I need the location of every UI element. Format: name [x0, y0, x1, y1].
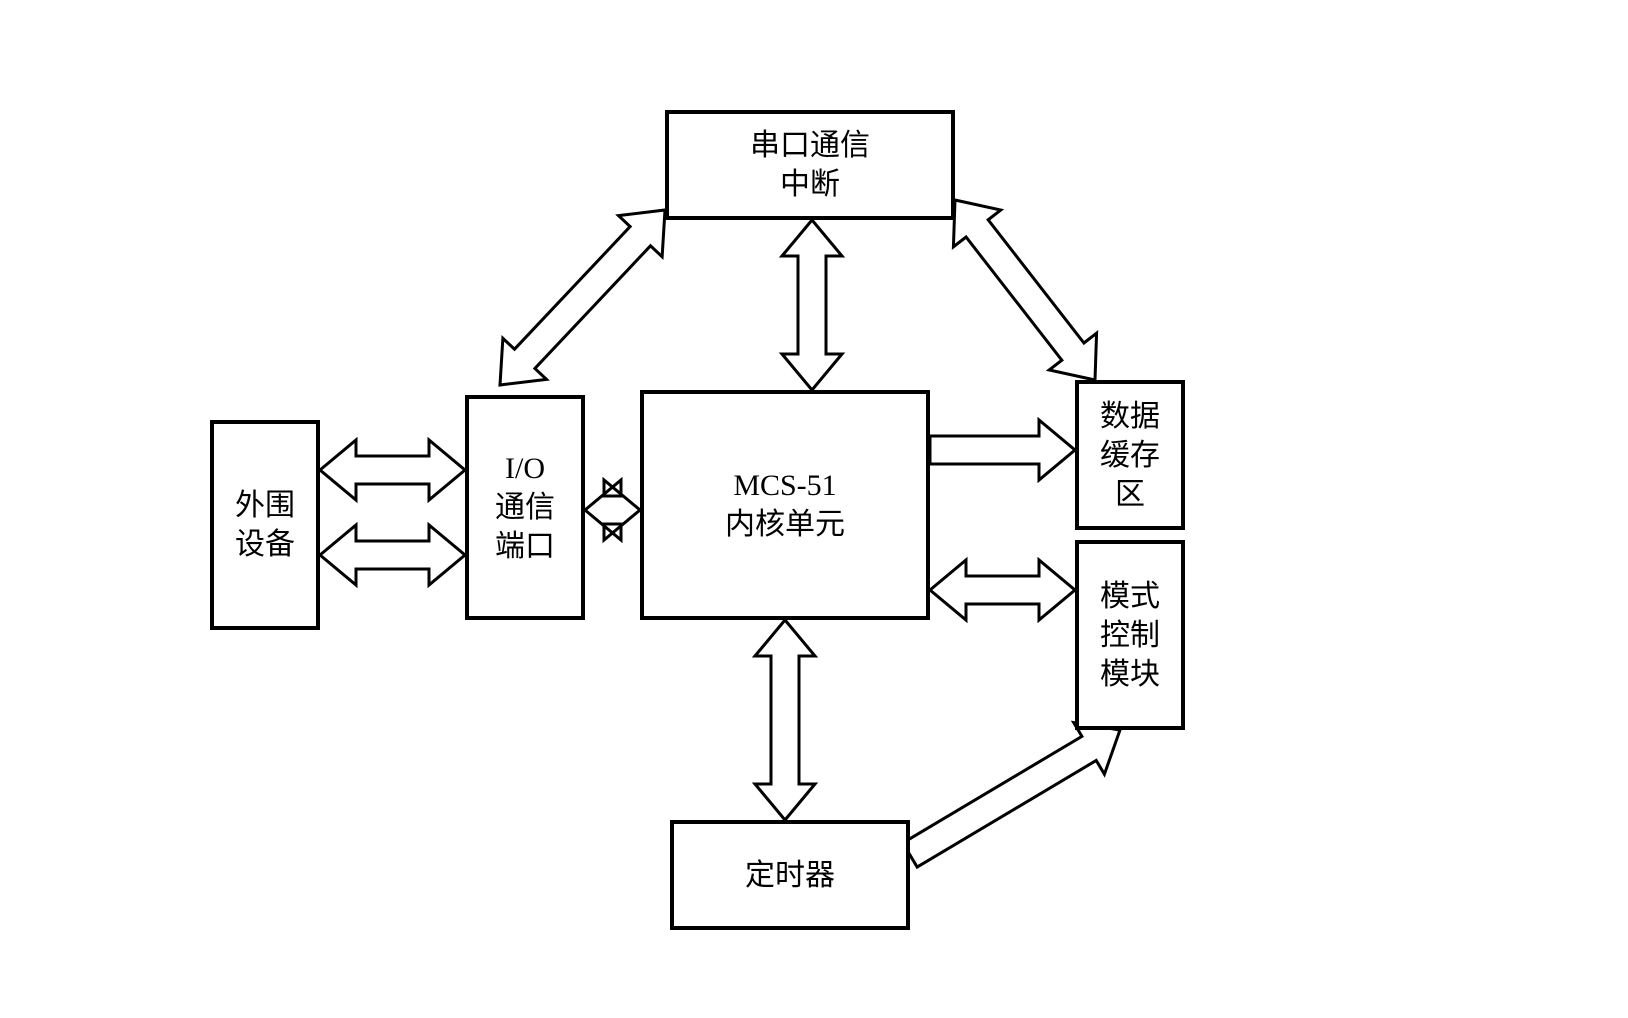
node-data_buf: 数据 缓存 区 — [1075, 380, 1185, 530]
node-mode_ctrl: 模式 控制 模块 — [1075, 540, 1185, 730]
node-label-serial_int: 串口通信 中断 — [750, 126, 870, 204]
node-label-io_port: I/O 通信 端口 — [495, 449, 555, 566]
node-serial_int: 串口通信 中断 — [665, 110, 955, 220]
node-io_port: I/O 通信 端口 — [465, 395, 585, 620]
diagram-container: 外围 设备 I/O 通信 端口 串口通信 中断 MCS-51 内核单元 数据 缓存 区模… — [0, 0, 1628, 1018]
node-label-mcs51: MCS-51 内核单元 — [725, 466, 845, 544]
node-label-mode_ctrl: 模式 控制 模块 — [1100, 577, 1160, 694]
node-label-peripheral: 外围 设备 — [235, 486, 295, 564]
node-mcs51: MCS-51 内核单元 — [640, 390, 930, 620]
node-timer: 定时器 — [670, 820, 910, 930]
node-peripheral: 外围 设备 — [210, 420, 320, 630]
node-label-timer: 定时器 — [745, 856, 835, 895]
node-label-data_buf: 数据 缓存 区 — [1100, 397, 1160, 514]
